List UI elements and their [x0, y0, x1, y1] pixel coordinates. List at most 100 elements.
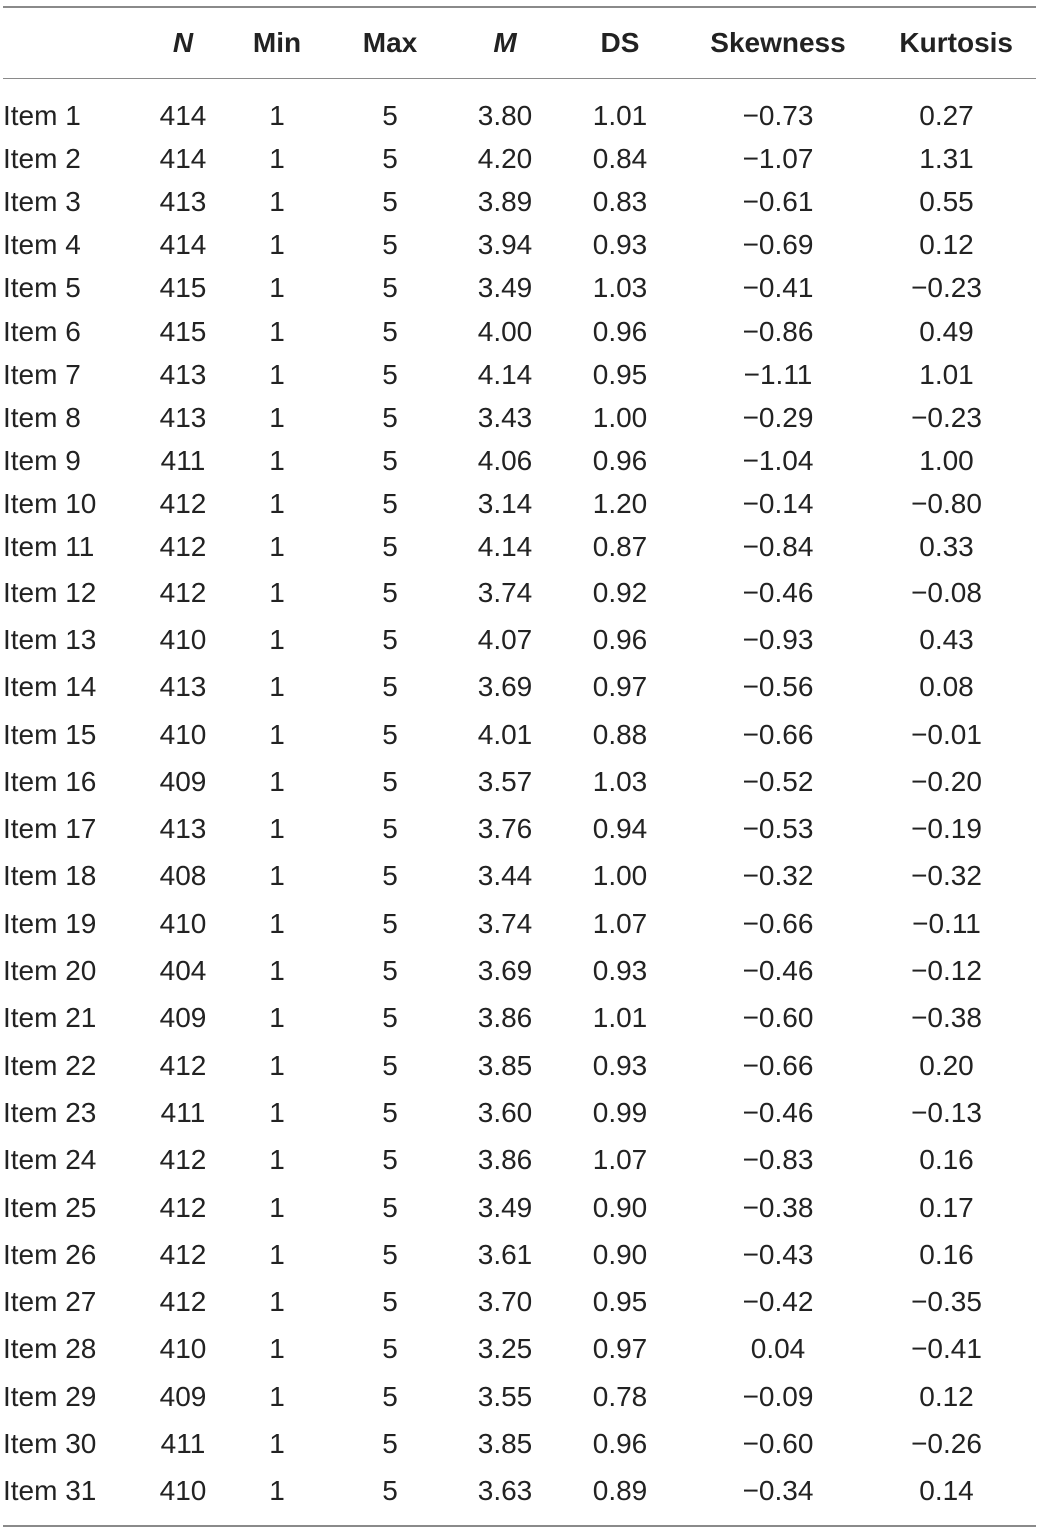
table-row: Item 3 413 1 5 3.89 0.83 −0.61 0.55	[3, 180, 1036, 223]
max-value: 5	[382, 1380, 398, 1412]
min-value: 1	[269, 488, 285, 520]
n-value: 412	[159, 488, 207, 520]
ds-value: 0.78	[592, 1380, 648, 1412]
skewness-value: −0.73	[742, 99, 814, 131]
table-row: Item 23 411 1 5 3.60 0.99 −0.46 −0.13	[3, 1089, 1036, 1136]
kurtosis-value: −0.41	[911, 1333, 982, 1365]
kurtosis-value: −0.23	[911, 272, 982, 304]
skewness-value: −0.43	[742, 1238, 814, 1270]
table-row: Item 7 413 1 5 4.14 0.95 −1.11 1.01	[3, 353, 1036, 396]
max-value: 5	[382, 1096, 398, 1128]
skewness-value: −0.34	[742, 1475, 814, 1507]
kurtosis-value: 0.17	[919, 1191, 974, 1223]
table-row: Item 16 409 1 5 3.57 1.03 −0.52 −0.20	[3, 758, 1036, 805]
item-label: Item 13	[3, 624, 97, 655]
kurtosis-value: 0.16	[919, 1144, 974, 1176]
max-value: 5	[382, 445, 398, 477]
header-mean: M	[493, 26, 517, 58]
kurtosis-value: −0.20	[911, 765, 982, 797]
kurtosis-value: −0.08	[911, 576, 982, 608]
max-value: 5	[382, 624, 398, 655]
min-value: 1	[269, 576, 285, 608]
n-value: 410	[159, 1475, 207, 1507]
item-label: Item 19	[3, 907, 97, 939]
max-value: 5	[382, 1428, 398, 1460]
n-value: 409	[159, 765, 207, 797]
kurtosis-value: 0.55	[919, 185, 974, 217]
min-value: 1	[269, 860, 285, 892]
mean-value: 3.86	[477, 1002, 533, 1034]
skewness-value: 0.04	[750, 1333, 806, 1365]
max-value: 5	[382, 813, 398, 845]
kurtosis-value: 0.43	[919, 624, 974, 655]
min-value: 1	[269, 1475, 285, 1507]
ds-value: 1.01	[592, 99, 648, 131]
kurtosis-value: −0.32	[911, 860, 982, 892]
skewness-value: −1.07	[742, 142, 814, 174]
header-max: Max	[362, 26, 418, 58]
table-row: Item 12 412 1 5 3.74 0.92 −0.46 −0.08	[3, 569, 1036, 616]
n-value: 412	[159, 1286, 207, 1318]
header-n: N	[172, 26, 194, 58]
mean-value: 4.20	[477, 142, 533, 174]
n-value: 412	[159, 1191, 207, 1223]
skewness-value: −0.56	[742, 671, 814, 703]
ds-value: 1.00	[592, 401, 648, 433]
item-label: Item 22	[3, 1049, 97, 1081]
skewness-value: −0.38	[742, 1191, 814, 1223]
item-label: Item 25	[3, 1191, 97, 1223]
ds-value: 1.20	[592, 488, 648, 520]
item-label: Item 15	[3, 718, 97, 750]
max-value: 5	[382, 1333, 398, 1365]
n-value: 412	[159, 531, 207, 563]
max-value: 5	[382, 531, 398, 563]
min-value: 1	[269, 955, 285, 987]
ds-value: 0.93	[592, 955, 648, 987]
ds-value: 0.87	[592, 531, 648, 563]
n-value: 412	[159, 576, 207, 608]
max-value: 5	[382, 358, 398, 390]
skewness-value: −0.69	[742, 229, 814, 261]
n-value: 409	[159, 1002, 207, 1034]
table-row: Item 17 413 1 5 3.76 0.94 −0.53 −0.19	[3, 806, 1036, 853]
min-value: 1	[269, 99, 285, 131]
min-value: 1	[269, 229, 285, 261]
kurtosis-value: −0.11	[912, 907, 981, 939]
skewness-value: −0.32	[742, 860, 814, 892]
skewness-value: −0.09	[742, 1380, 814, 1412]
item-label: Item 6	[3, 315, 81, 347]
table-row: Item 8 413 1 5 3.43 1.00 −0.29 −0.23	[3, 396, 1036, 439]
mean-value: 3.49	[477, 1191, 533, 1223]
header-min: Min	[252, 26, 302, 58]
ds-value: 0.89	[592, 1475, 648, 1507]
kurtosis-value: −0.19	[911, 813, 982, 845]
item-label: Item 23	[3, 1096, 97, 1128]
max-value: 5	[382, 1475, 398, 1507]
min-value: 1	[269, 1428, 285, 1460]
item-label: Item 3	[3, 185, 81, 217]
max-value: 5	[382, 1002, 398, 1034]
n-value: 412	[159, 1144, 207, 1176]
table-row: Item 26 412 1 5 3.61 0.90 −0.43 0.16	[3, 1231, 1036, 1278]
mean-value: 3.61	[477, 1238, 533, 1270]
skewness-value: −0.86	[742, 315, 814, 347]
skewness-value: −0.83	[742, 1144, 814, 1176]
n-value: 409	[159, 1380, 207, 1412]
kurtosis-value: −0.12	[911, 955, 982, 987]
header-skewness: Skewness	[710, 26, 846, 58]
mean-value: 4.00	[477, 315, 533, 347]
ds-value: 0.99	[592, 1096, 648, 1128]
min-value: 1	[269, 907, 285, 939]
n-value: 413	[159, 401, 207, 433]
item-label: Item 10	[3, 488, 97, 520]
table-row: Item 31 410 1 5 3.63 0.89 −0.34 0.14	[3, 1468, 1036, 1515]
item-label: Item 16	[3, 765, 97, 797]
table-row: Item 4 414 1 5 3.94 0.93 −0.69 0.12	[3, 224, 1036, 267]
item-label: Item 5	[3, 272, 81, 304]
ds-value: 0.96	[592, 315, 648, 347]
skewness-value: −0.46	[742, 576, 814, 608]
mean-value: 3.70	[477, 1286, 533, 1318]
ds-value: 0.96	[592, 1428, 648, 1460]
mean-value: 3.44	[477, 860, 533, 892]
